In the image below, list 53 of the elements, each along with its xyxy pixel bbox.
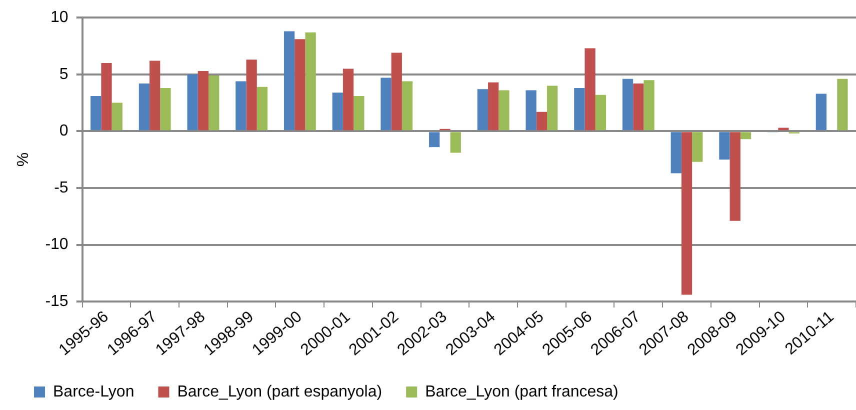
- bar: [719, 132, 730, 160]
- bar: [90, 96, 102, 130]
- bar: [692, 132, 703, 162]
- bar: [332, 92, 343, 130]
- bar: [284, 31, 295, 130]
- bar: [547, 86, 558, 130]
- bar: [160, 88, 171, 130]
- bar: [187, 74, 198, 130]
- bar: [622, 78, 634, 130]
- bar: [208, 76, 220, 130]
- bar: [380, 78, 392, 130]
- bar: [816, 94, 827, 130]
- bar: [305, 32, 316, 130]
- bar: [138, 83, 150, 130]
- bar: [536, 112, 548, 130]
- bar: [740, 132, 752, 140]
- legend-label: Barce-Lyon: [53, 383, 134, 400]
- bar: [477, 89, 488, 130]
- bar: [354, 96, 364, 130]
- bar: [450, 132, 461, 153]
- bar: [198, 70, 209, 130]
- bar: [488, 82, 499, 130]
- bar: [837, 78, 848, 130]
- bar: [584, 48, 596, 130]
- legend-label: Barce_Lyon (part francesa): [425, 383, 618, 400]
- bar: [256, 86, 268, 130]
- bar: [595, 94, 606, 130]
- bar: [429, 132, 440, 148]
- legend-label: Barce_Lyon (part espanyola): [177, 383, 382, 400]
- y-tick-label: 5: [59, 66, 68, 83]
- y-tick-label: 10: [50, 9, 68, 26]
- bar: [150, 60, 160, 130]
- bar: [633, 83, 644, 130]
- bar: [574, 88, 585, 130]
- bar: [246, 60, 257, 130]
- bar: [644, 80, 654, 130]
- bar: [101, 63, 112, 130]
- bar: [294, 39, 306, 130]
- y-axis-title: %: [15, 152, 32, 167]
- bar: [236, 81, 246, 130]
- bar: [391, 52, 402, 130]
- bar: [670, 132, 682, 174]
- y-tick-label: -10: [45, 236, 68, 254]
- y-tick-label: -5: [54, 179, 68, 196]
- bar: [681, 132, 692, 295]
- bar: [402, 81, 413, 130]
- y-tick-label: -15: [45, 292, 68, 310]
- bar: [526, 90, 536, 130]
- y-tick-label: 0: [59, 122, 68, 140]
- bar: [730, 132, 740, 221]
- bar: [342, 68, 354, 130]
- bar: [112, 102, 122, 130]
- bar: [498, 90, 510, 130]
